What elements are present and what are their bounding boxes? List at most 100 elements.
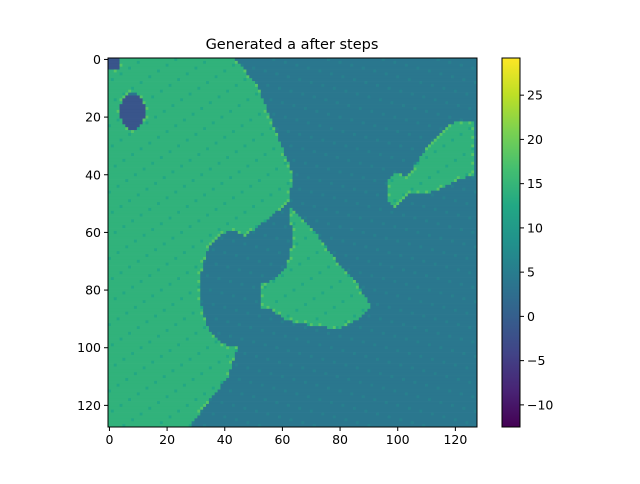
heatmap-cell: [306, 216, 360, 220]
heatmap-cell: [159, 156, 164, 160]
heatmap-cell: [252, 205, 256, 209]
heatmap-cell: [321, 124, 374, 128]
heatmap-cell: [427, 144, 432, 148]
heatmap-cell: [145, 121, 149, 125]
heatmap-cell: [453, 184, 478, 189]
heatmap-cell: [341, 225, 394, 229]
heatmap-cell: [474, 409, 478, 413]
heatmap-cell: [194, 66, 198, 70]
heatmap-cell: [142, 121, 146, 125]
heatmap-cell: [240, 63, 244, 67]
heatmap-cell: [465, 187, 478, 191]
heatmap-cell: [399, 418, 403, 422]
heatmap-cell: [159, 354, 164, 359]
heatmap-cell: [433, 303, 478, 307]
heatmap-cell: [122, 98, 143, 102]
heatmap-cell: [145, 118, 184, 122]
heatmap-cell: [177, 190, 241, 194]
heatmap-cell: [229, 389, 233, 393]
heatmap-cell: [240, 190, 244, 194]
heatmap-cell: [108, 190, 112, 194]
heatmap-cell: [223, 69, 227, 73]
heatmap-cell: [329, 251, 334, 255]
heatmap-cell: [226, 354, 230, 359]
heatmap-cell: [243, 282, 262, 287]
heatmap-cell: [289, 181, 293, 186]
heatmap-cell: [125, 225, 190, 229]
heatmap-cell: [462, 392, 478, 396]
heatmap-cell: [280, 210, 285, 215]
heatmap-cell: [174, 389, 178, 393]
heatmap-cell: [381, 277, 386, 281]
heatmap-cell: [283, 60, 288, 65]
heatmap-cell: [272, 222, 276, 226]
heatmap-cell: [361, 291, 386, 295]
heatmap-cell: [203, 424, 207, 428]
heatmap-cell: [145, 300, 201, 304]
heatmap-cell: [211, 167, 276, 171]
heatmap-cell: [182, 230, 221, 235]
heatmap-cell: [451, 239, 455, 243]
heatmap-cell: [292, 323, 296, 327]
heatmap-cell: [459, 121, 463, 125]
heatmap-cell: [110, 323, 175, 327]
heatmap-cell: [370, 328, 374, 333]
heatmap-cell: [399, 199, 403, 203]
heatmap-cell: [355, 352, 409, 356]
heatmap-cell: [439, 236, 443, 240]
y-tick-label: 80: [85, 283, 101, 298]
heatmap-cell: [231, 360, 279, 364]
heatmap-cell: [165, 308, 204, 313]
heatmap-cell: [203, 308, 236, 313]
heatmap-cell: [318, 124, 322, 128]
heatmap-cell: [278, 167, 290, 171]
heatmap-cell: [243, 406, 247, 411]
heatmap-cell: [465, 176, 472, 180]
heatmap-cell: [327, 331, 331, 336]
heatmap-cell: [280, 314, 288, 318]
heatmap-cell: [255, 340, 308, 344]
heatmap-cell: [364, 190, 368, 194]
heatmap-cell: [260, 300, 276, 304]
heatmap-cell: [211, 334, 216, 338]
heatmap-cell: [286, 181, 290, 186]
heatmap-cell: [433, 138, 437, 142]
heatmap-cell: [364, 395, 417, 399]
heatmap-cell: [396, 199, 400, 203]
heatmap-cell: [133, 173, 138, 177]
heatmap-cell: [456, 254, 478, 258]
heatmap-cell: [165, 242, 210, 246]
heatmap-cell: [301, 187, 354, 191]
heatmap-cell: [289, 207, 293, 212]
heatmap-cell: [260, 314, 282, 318]
heatmap-cell: [145, 101, 210, 105]
heatmap-cell: [108, 81, 141, 85]
heatmap-cell: [376, 303, 380, 307]
heatmap-cell: [223, 230, 227, 235]
heatmap-cell: [128, 398, 132, 402]
heatmap-cell: [151, 294, 155, 298]
heatmap-cell: [413, 92, 466, 96]
heatmap-cell: [131, 89, 161, 93]
x-tick-label: 120: [443, 432, 467, 447]
heatmap-cell: [448, 375, 478, 379]
heatmap-cell: [203, 305, 224, 310]
heatmap-cell: [361, 285, 365, 289]
heatmap-cell: [157, 268, 161, 272]
heatmap-cell: [231, 294, 236, 298]
heatmap-cell: [188, 72, 247, 76]
heatmap-cell: [194, 245, 207, 249]
heatmap-cell: [312, 135, 365, 140]
heatmap-cell: [283, 161, 288, 166]
heatmap-cell: [402, 363, 455, 367]
heatmap-cell: [108, 176, 164, 180]
heatmap-cell: [436, 207, 478, 212]
heatmap-cell: [416, 285, 420, 289]
heatmap-cell: [275, 331, 328, 336]
heatmap-cell: [318, 109, 371, 114]
heatmap-cell: [453, 199, 458, 203]
heatmap-cell: [387, 196, 403, 200]
heatmap-cell: [191, 245, 195, 249]
heatmap-cell: [136, 372, 201, 376]
heatmap-cell: [358, 216, 363, 220]
